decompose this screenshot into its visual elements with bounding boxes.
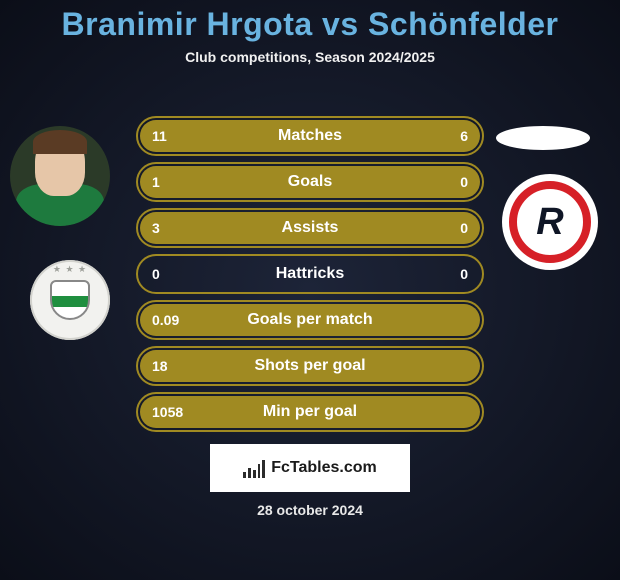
stat-label: Hattricks [138,265,482,283]
stat-label: Goals per match [138,311,482,329]
stat-row: 1058Min per goal [136,392,484,432]
player-avatar-right-placeholder [496,126,590,150]
stat-row: 18Shots per goal [136,346,484,386]
subtitle: Club competitions, Season 2024/2025 [0,49,620,65]
stat-row: 1Goals0 [136,162,484,202]
date-label: 28 october 2024 [0,502,620,518]
chart-icon [243,458,265,478]
stat-label: Min per goal [138,403,482,421]
stat-row: 0Hattricks0 [136,254,484,294]
page-title: Branimir Hrgota vs Schönfelder [0,0,620,43]
stat-row: 3Assists0 [136,208,484,248]
stat-row: 0.09Goals per match [136,300,484,340]
stat-label: Shots per goal [138,357,482,375]
stats-rows: 11Matches6 1Goals0 3Assists0 0Hattricks0 0.0… [136,116,484,438]
club-badge-left: ★ ★ ★ [30,260,110,340]
stat-row: 11Matches6 [136,116,484,156]
footer-brand-box: FcTables.com [210,444,410,492]
stat-label: Matches [138,127,482,145]
footer-brand-text: FcTables.com [271,459,377,477]
star-icon: ★ ★ ★ [30,264,110,275]
stat-label: Goals [138,173,482,191]
stat-label: Assists [138,219,482,237]
club-badge-right: R [502,174,598,270]
club-badge-right-letter: R [536,201,563,244]
player-avatar-left [10,126,110,226]
